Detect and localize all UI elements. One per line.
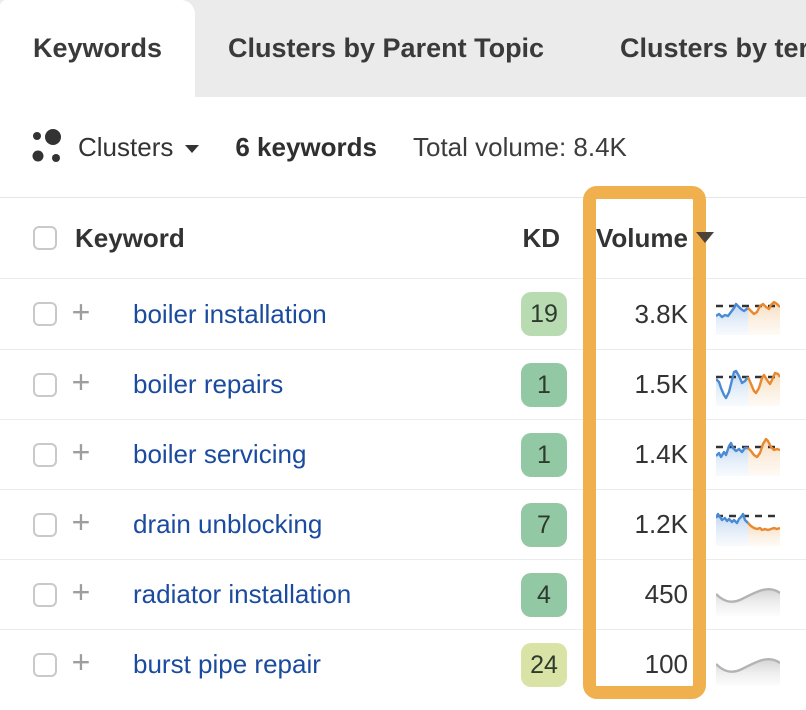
keyword-link[interactable]: boiler installation <box>133 298 327 329</box>
tab-clusters-by-terms[interactable]: Clusters by ter <box>620 0 806 97</box>
volume-value: 1.5K <box>634 369 689 399</box>
add-keyword-icon[interactable]: + <box>71 504 91 540</box>
kd-badge: 19 <box>521 292 567 336</box>
total-volume: Total volume: 8.4K <box>413 131 627 162</box>
table-row: + radiator installation 4 450 <box>0 559 806 629</box>
trend-sparkline <box>716 369 780 406</box>
row-checkbox[interactable] <box>33 512 57 537</box>
volume-value: 450 <box>644 579 688 609</box>
row-checkbox[interactable] <box>33 302 57 326</box>
keyword-link[interactable]: burst pipe repair <box>133 649 321 679</box>
column-header-volume-label: Volume <box>596 222 688 253</box>
trend-sparkline <box>716 512 780 546</box>
kd-badge: 1 <box>521 432 567 477</box>
volume-value: 100 <box>644 649 688 679</box>
kd-badge: 24 <box>521 642 567 687</box>
keyword-link[interactable]: radiator installation <box>133 579 352 609</box>
kd-badge: 1 <box>521 362 567 407</box>
tab-label: Clusters by ter <box>620 33 806 63</box>
table-header-row: Keyword KD Volume <box>0 198 806 279</box>
sort-desc-icon <box>696 231 714 243</box>
tab-label: Clusters by Parent Topic <box>228 33 545 63</box>
clusters-dropdown[interactable]: Clusters <box>78 131 200 163</box>
add-keyword-icon[interactable]: + <box>71 293 91 330</box>
clusters-icon <box>32 129 61 162</box>
keyword-link[interactable]: boiler servicing <box>133 439 307 469</box>
column-header-keyword[interactable]: Keyword <box>75 222 185 253</box>
kd-badge: 4 <box>521 572 567 617</box>
table-row: + boiler servicing 1 1.4K <box>0 419 806 489</box>
keywords-table: Keyword KD Volume + boiler installation … <box>0 197 806 699</box>
column-header-volume[interactable]: Volume <box>596 222 714 254</box>
trend-sparkline <box>716 437 780 476</box>
add-keyword-icon[interactable]: + <box>71 434 91 470</box>
kd-badge: 7 <box>521 502 567 547</box>
toolbar: Clusters 6 keywords Total volume: 8.4K <box>0 97 806 197</box>
volume-value: 1.2K <box>634 509 689 539</box>
table-row: + drain unblocking 7 1.2K <box>0 489 806 559</box>
placeholder-sparkline <box>716 587 780 616</box>
tab-keywords[interactable]: Keywords <box>0 0 195 97</box>
caret-down-icon <box>185 144 200 153</box>
volume-value: 3.8K <box>634 298 689 329</box>
add-keyword-icon[interactable]: + <box>71 644 91 680</box>
row-checkbox[interactable] <box>33 442 57 467</box>
placeholder-sparkline <box>716 657 780 686</box>
trend-sparkline <box>716 300 780 335</box>
volume-value: 1.4K <box>634 439 689 469</box>
table-row: + burst pipe repair 24 100 <box>0 629 806 699</box>
clusters-dropdown-label: Clusters <box>78 131 174 162</box>
column-header-kd[interactable]: KD <box>522 222 560 253</box>
keyword-link[interactable]: boiler repairs <box>133 369 284 399</box>
add-keyword-icon[interactable]: + <box>71 364 91 400</box>
row-checkbox[interactable] <box>33 372 57 397</box>
table-row: + boiler repairs 1 1.5K <box>0 349 806 419</box>
tab-label: Keywords <box>32 33 163 63</box>
keyword-count: 6 keywords <box>235 131 377 162</box>
tab-clusters-by-parent-topic[interactable]: Clusters by Parent Topic <box>228 0 544 97</box>
table-row: + boiler installation 19 3.8K <box>0 279 806 349</box>
tab-bar: Keywords Clusters by Parent Topic Cluste… <box>0 0 806 97</box>
keyword-link[interactable]: drain unblocking <box>133 509 323 539</box>
row-checkbox[interactable] <box>33 652 57 677</box>
add-keyword-icon[interactable]: + <box>71 574 91 610</box>
select-all-checkbox[interactable] <box>33 226 57 250</box>
row-checkbox[interactable] <box>33 582 57 607</box>
